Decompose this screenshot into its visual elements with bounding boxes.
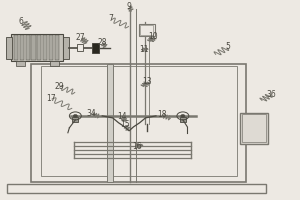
Bar [20, 35, 24, 60]
Bar [55, 35, 59, 60]
Text: 28: 28 [98, 38, 107, 47]
Text: 17: 17 [46, 94, 56, 103]
Bar [140, 25, 153, 35]
Bar [72, 117, 78, 122]
Text: 29: 29 [54, 82, 64, 91]
Text: 27: 27 [76, 33, 86, 42]
Bar [6, 37, 12, 59]
Text: 10: 10 [148, 32, 158, 41]
Text: 18: 18 [157, 110, 167, 119]
Text: 6: 6 [19, 17, 23, 26]
Bar [26, 35, 30, 60]
Bar [11, 34, 63, 61]
Bar [92, 43, 99, 53]
Bar [32, 35, 35, 60]
Bar [49, 35, 53, 60]
Bar [41, 66, 237, 176]
Text: 5: 5 [225, 42, 230, 51]
Bar [43, 35, 47, 60]
Text: 15: 15 [120, 120, 129, 129]
Circle shape [181, 114, 185, 117]
Text: 34: 34 [87, 109, 97, 118]
Text: 9: 9 [127, 2, 131, 11]
Text: 7: 7 [109, 14, 114, 23]
Bar [7, 184, 266, 193]
Bar [242, 114, 266, 142]
Bar [240, 113, 268, 144]
Text: 16: 16 [132, 142, 141, 151]
Bar [139, 24, 155, 36]
Text: 36: 36 [266, 90, 276, 99]
Bar [77, 44, 83, 51]
Bar [180, 117, 186, 122]
Bar [14, 35, 18, 60]
Bar [37, 35, 41, 60]
Bar [50, 61, 59, 66]
Bar [31, 64, 246, 182]
Bar [16, 61, 25, 66]
Text: 11: 11 [139, 45, 149, 54]
Circle shape [73, 114, 77, 117]
Bar [107, 64, 113, 182]
Text: 13: 13 [142, 77, 152, 86]
Bar [63, 37, 69, 59]
Text: 14: 14 [117, 112, 126, 121]
